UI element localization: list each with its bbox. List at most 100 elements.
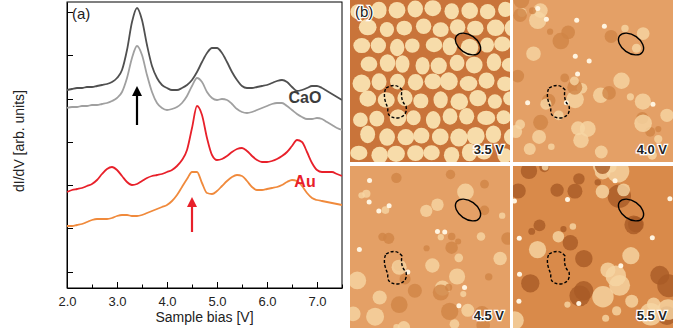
y-tick <box>67 185 73 186</box>
texture <box>497 76 510 91</box>
texture <box>563 235 578 250</box>
texture <box>432 129 449 146</box>
texture <box>575 250 592 267</box>
texture <box>503 91 510 105</box>
texture <box>517 272 522 277</box>
texture <box>547 29 553 35</box>
x-tick-mark <box>117 282 118 288</box>
texture <box>438 234 444 240</box>
outline-solid <box>614 29 647 60</box>
texture <box>494 37 510 52</box>
texture <box>357 247 362 252</box>
texture <box>592 286 613 307</box>
texture <box>544 17 549 22</box>
texture <box>413 93 428 108</box>
stm-image <box>513 0 673 162</box>
texture <box>369 111 384 127</box>
texture <box>353 75 371 93</box>
x-axis-line <box>68 288 343 289</box>
texture <box>454 254 463 263</box>
y-tick <box>67 228 73 229</box>
texture <box>395 55 409 73</box>
outline-solid <box>614 195 647 226</box>
texture <box>513 0 529 8</box>
y-tick-mark <box>67 272 73 273</box>
texture <box>387 203 392 208</box>
texture <box>408 1 423 18</box>
texture <box>605 30 618 43</box>
texture <box>361 56 378 71</box>
texture <box>456 303 461 308</box>
texture <box>379 128 395 145</box>
image-label: 4.0 V <box>637 142 668 157</box>
x-tick <box>342 285 343 289</box>
x-minor-tick <box>342 285 343 289</box>
texture <box>660 109 673 122</box>
texture <box>534 219 546 231</box>
texture <box>595 179 601 185</box>
x-minor-tick <box>142 285 143 289</box>
texture <box>488 94 502 109</box>
texture <box>513 70 524 83</box>
texture <box>574 18 579 23</box>
x-tick-label: 6.0 <box>258 294 276 309</box>
x-minor-tick <box>292 285 293 289</box>
texture <box>398 321 410 328</box>
texture <box>613 178 618 183</box>
texture <box>634 114 652 132</box>
outline-dashed <box>547 85 569 118</box>
x-tick: 7.0 <box>308 282 326 309</box>
texture <box>433 91 447 108</box>
texture <box>602 86 616 100</box>
x-tick-label: 2.0 <box>58 294 76 309</box>
texture <box>444 3 458 19</box>
x-tick-label: 4.0 <box>158 294 176 309</box>
stm-image <box>350 0 510 162</box>
texture <box>517 236 522 241</box>
texture <box>462 285 467 290</box>
image-background <box>513 166 673 328</box>
texture <box>405 38 420 52</box>
texture <box>565 197 570 202</box>
texture <box>504 128 510 145</box>
texture <box>431 58 447 75</box>
texture <box>450 55 465 71</box>
x-tick <box>192 285 193 289</box>
texture <box>602 24 607 29</box>
texture <box>526 46 541 61</box>
texture <box>423 145 439 160</box>
texture <box>502 58 510 72</box>
texture <box>416 57 430 75</box>
y-tick-mark <box>67 99 73 100</box>
texture <box>550 183 563 196</box>
texture <box>406 110 420 125</box>
texture <box>455 238 461 244</box>
texture <box>459 108 474 125</box>
texture <box>367 199 372 204</box>
outline-dashed <box>384 85 406 118</box>
x-minor-tick <box>192 285 193 289</box>
texture <box>535 6 540 11</box>
texture <box>424 73 441 89</box>
texture <box>469 90 486 106</box>
texture <box>398 129 415 145</box>
texture <box>380 54 395 72</box>
y-axis-title: dI/dV [arb. units] <box>11 90 27 192</box>
texture <box>390 74 405 90</box>
texture <box>372 73 387 90</box>
y-axis <box>67 3 73 289</box>
texture <box>371 2 386 19</box>
texture <box>493 252 506 265</box>
texture <box>366 308 384 326</box>
texture <box>513 198 517 203</box>
texture <box>350 272 366 290</box>
x-tick-mark <box>217 282 218 288</box>
texture <box>529 241 546 258</box>
texture <box>576 301 581 306</box>
x-tick: 6.0 <box>258 282 276 309</box>
texture <box>416 19 431 34</box>
arrow-shaft <box>136 94 138 125</box>
texture <box>570 76 579 85</box>
texture <box>524 143 536 155</box>
texture <box>632 44 641 53</box>
